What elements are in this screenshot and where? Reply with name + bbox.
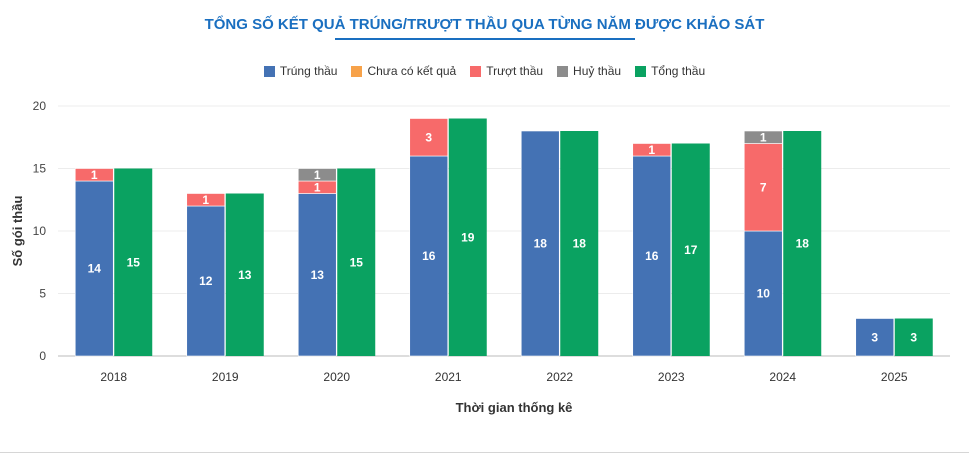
- total-bar: [448, 118, 487, 356]
- bar-data-label: 16: [422, 249, 436, 263]
- legend-label: Huỷ thầu: [573, 64, 622, 78]
- bar-segment: [409, 155, 449, 357]
- bar-data-label: 3: [871, 330, 878, 344]
- bar-segment: [743, 143, 783, 232]
- legend-item[interactable]: Huỷ thầu: [557, 64, 621, 78]
- bar-segment: [520, 130, 560, 357]
- total-bar: [894, 318, 933, 356]
- bar-data-label: 13: [238, 268, 252, 282]
- total-bar: [783, 131, 822, 356]
- bar-data-label: 3: [425, 130, 432, 144]
- bar-segment: [743, 230, 783, 357]
- bar-segment: [74, 180, 114, 357]
- bar-data-label: 18: [534, 237, 548, 251]
- bar-data-label: 18: [796, 237, 810, 251]
- x-tick-label: 2021: [435, 370, 462, 384]
- legend: Trúng thầu Chưa có kết quả Trượt thầu Huỷ t…: [0, 64, 969, 78]
- bar-segment: [743, 130, 783, 144]
- legend-swatch: [351, 65, 363, 77]
- bar-segment: [632, 155, 672, 357]
- total-bar: [114, 168, 153, 356]
- bar-segment: [297, 193, 337, 357]
- total-bar: [560, 131, 599, 356]
- legend-item[interactable]: Trúng thầu: [263, 64, 338, 78]
- bar-data-label: 1: [760, 130, 767, 144]
- bar-segment: [74, 168, 114, 182]
- x-tick-label: 2019: [212, 370, 239, 384]
- bar-data-label: 19: [461, 230, 475, 244]
- y-tick-label: 10: [33, 224, 47, 238]
- y-tick-label: 20: [33, 99, 47, 113]
- bar-segment: [186, 193, 226, 207]
- total-bar: [225, 193, 264, 356]
- bar-data-label: 1: [314, 180, 321, 194]
- bar-data-label: 1: [314, 168, 321, 182]
- legend-item[interactable]: Chưa có kết quả: [351, 64, 456, 78]
- bar-data-label: 17: [684, 243, 698, 257]
- x-tick-label: 2024: [769, 370, 796, 384]
- bar-data-label: 3: [910, 330, 917, 344]
- x-tick-label: 2018: [100, 370, 127, 384]
- bar-data-label: 16: [645, 249, 659, 263]
- title-underline: [335, 38, 635, 40]
- legend-label: Trúng thầu: [279, 64, 338, 78]
- y-tick-label: 0: [39, 349, 46, 363]
- bar-segment: [297, 168, 337, 182]
- legend-item[interactable]: Trượt thầu: [470, 64, 543, 78]
- legend-label: Tổng thầu: [651, 64, 706, 78]
- legend-swatch: [470, 65, 482, 77]
- chart-title: TỔNG SỐ KẾT QUẢ TRÚNG/TRƯỢT THẦU QUA TỪN…: [204, 16, 765, 33]
- total-bar: [671, 143, 710, 356]
- bar-data-label: 15: [350, 255, 364, 269]
- x-tick-label: 2020: [323, 370, 350, 384]
- bar-data-label: 1: [648, 143, 655, 157]
- bar-data-label: 18: [573, 237, 587, 251]
- bar-segment: [632, 143, 672, 157]
- legend-swatch: [263, 65, 275, 77]
- x-axis-label: Thời gian thống kê: [456, 400, 573, 415]
- bar-data-label: 1: [91, 168, 98, 182]
- bar-data-label: 1: [202, 193, 209, 207]
- bar-segment: [186, 205, 226, 357]
- bar-segment: [855, 318, 895, 357]
- legend-item[interactable]: Tổng thầu: [635, 64, 705, 78]
- y-tick-label: 5: [39, 287, 46, 301]
- x-tick-label: 2022: [546, 370, 573, 384]
- bar-data-label: 12: [199, 274, 213, 288]
- bar-data-label: 14: [88, 262, 102, 276]
- x-tick-label: 2025: [881, 370, 908, 384]
- bar-data-label: 7: [760, 180, 767, 194]
- x-tick-label: 2023: [658, 370, 685, 384]
- legend-label: Trượt thầu: [486, 64, 544, 78]
- legend-swatch: [635, 65, 647, 77]
- bar-data-label: 13: [311, 268, 325, 282]
- legend-swatch: [557, 65, 569, 77]
- bottom-divider: [0, 452, 969, 453]
- bar-segment: [409, 118, 449, 157]
- legend-label: Chưa có kết quả: [367, 64, 457, 78]
- y-axis-label: Số gói thầu: [10, 196, 25, 267]
- bar-data-label: 15: [127, 255, 141, 269]
- bar-data-label: 10: [757, 287, 771, 301]
- y-tick-label: 15: [33, 162, 47, 176]
- total-bar: [337, 168, 376, 356]
